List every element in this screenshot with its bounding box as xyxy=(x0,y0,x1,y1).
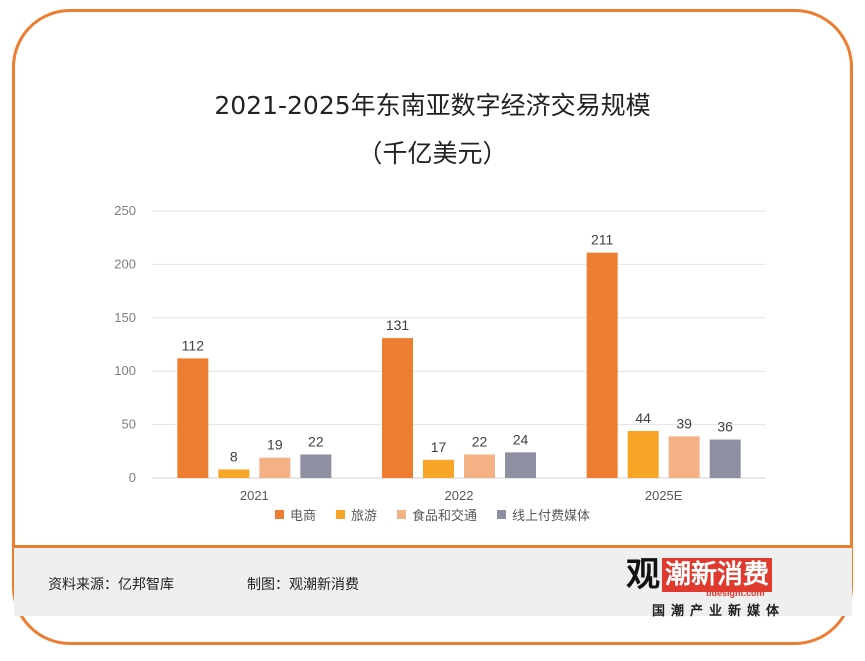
data-label: 24 xyxy=(513,431,529,447)
bars xyxy=(177,252,741,478)
bar xyxy=(668,436,700,478)
legend-item: 食品和交通 xyxy=(397,505,477,524)
data-label: 44 xyxy=(635,410,651,426)
bar xyxy=(627,431,659,478)
data-label: 17 xyxy=(431,439,447,455)
logo-url: tidesight.com xyxy=(706,588,765,598)
bar xyxy=(709,439,741,478)
legend-label: 线上付费媒体 xyxy=(512,509,591,524)
data-label: 131 xyxy=(386,317,410,333)
legend-label: 电商 xyxy=(289,509,316,524)
legend-swatch xyxy=(497,510,507,519)
y-tick-label: 100 xyxy=(114,363,136,378)
data-label: 211 xyxy=(591,232,614,248)
x-category-label: 2021 xyxy=(240,488,269,503)
data-label: 36 xyxy=(717,419,733,435)
bar xyxy=(218,469,250,478)
brand-logo: 观 潮新消费 tidesight.com 国潮产业新媒体 xyxy=(626,555,810,619)
chart-title: 2021-2025年东南亚数字经济交易规模 xyxy=(214,91,651,120)
gridlines xyxy=(152,210,766,479)
bar xyxy=(586,252,618,478)
x-category-label: 2022 xyxy=(445,488,474,503)
data-label: 19 xyxy=(267,437,283,453)
data-label: 22 xyxy=(472,434,488,450)
bar xyxy=(177,358,209,478)
data-label: 39 xyxy=(676,415,692,431)
logo-tagline: 国潮产业新媒体 xyxy=(652,604,786,619)
made-by-note: 制图：观潮新消费 xyxy=(247,577,359,593)
bar xyxy=(259,457,291,478)
chart-subtitle: （千亿美元） xyxy=(357,139,508,168)
legend-label: 食品和交通 xyxy=(412,509,478,524)
y-tick-label: 0 xyxy=(129,470,136,485)
bar xyxy=(382,338,413,478)
legend-swatch xyxy=(397,510,406,519)
footer-divider xyxy=(14,545,852,548)
source-note: 资料来源：亿邦智库 xyxy=(48,577,174,593)
legend-swatch xyxy=(274,510,284,519)
legend-item: 旅游 xyxy=(335,505,377,524)
bar xyxy=(423,459,454,478)
logo-mark-char: 观 xyxy=(626,555,660,595)
bar xyxy=(464,454,495,478)
y-axis-ticks: 0 50 100 150 200 250 xyxy=(114,203,136,485)
legend: 电商 旅游 食品和交通 线上付费媒体 xyxy=(0,505,865,524)
data-label: 8 xyxy=(230,448,238,464)
y-tick-label: 50 xyxy=(122,417,136,432)
logo-mark-red: 潮新消费 xyxy=(662,558,773,592)
y-tick-label: 150 xyxy=(114,310,136,325)
chart-frame xyxy=(12,9,853,645)
data-labels: 112 8 19 22 131 17 22 24 211 44 39 36 xyxy=(182,232,733,465)
legend-label: 旅游 xyxy=(350,509,377,524)
y-tick-label: 250 xyxy=(114,203,136,218)
legend-item: 电商 xyxy=(274,505,316,524)
data-label: 112 xyxy=(182,337,205,353)
y-tick-label: 200 xyxy=(114,256,136,271)
bar xyxy=(300,454,332,478)
bar xyxy=(505,452,536,478)
data-label: 22 xyxy=(308,434,324,450)
legend-item: 线上付费媒体 xyxy=(497,505,590,524)
x-axis-categories: 2021 2022 2025E xyxy=(240,488,683,503)
legend-swatch xyxy=(335,510,345,519)
x-category-label: 2025E xyxy=(645,488,683,503)
